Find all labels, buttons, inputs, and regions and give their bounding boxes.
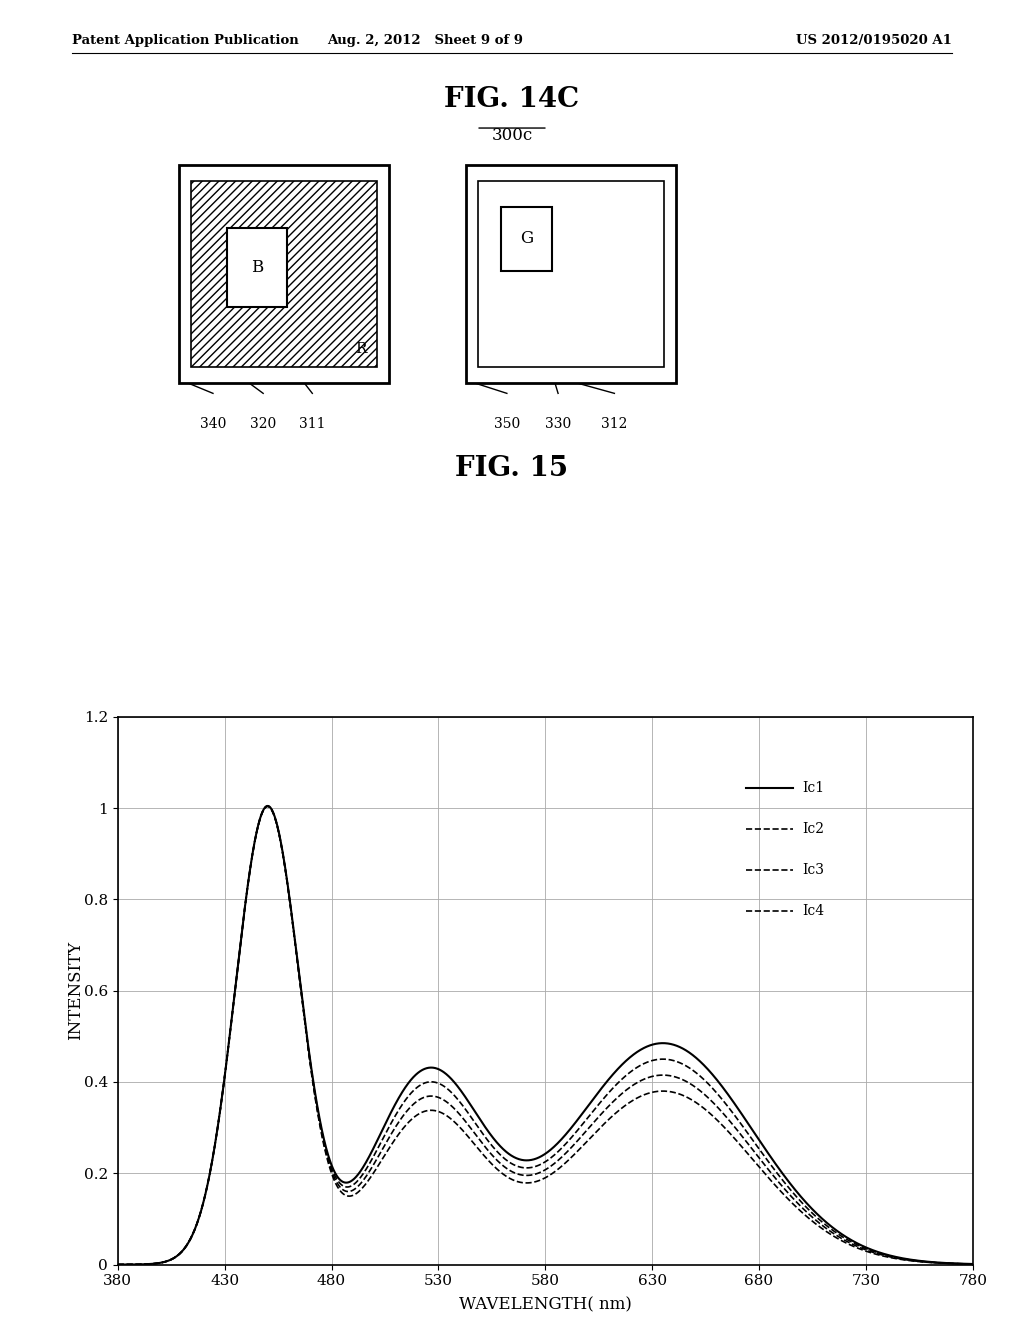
Y-axis label: INTENSITY: INTENSITY [67, 941, 84, 1040]
Ic4 [261, 799, 273, 814]
Text: Patent Application Publication: Patent Application Publication [72, 34, 298, 48]
Ic3 [942, 1255, 954, 1271]
Ic4 [942, 1255, 954, 1271]
Ic2 [942, 1255, 954, 1271]
Ic3 [505, 1163, 517, 1179]
Text: B: B [251, 259, 263, 276]
Ic3 [785, 1189, 798, 1205]
Ic2 [505, 1155, 517, 1171]
Ic2 [967, 1257, 979, 1272]
Ic2 [261, 799, 273, 814]
Ic4 [785, 1195, 798, 1210]
Ic4 [967, 1257, 979, 1272]
Text: Aug. 2, 2012   Sheet 9 of 9: Aug. 2, 2012 Sheet 9 of 9 [327, 34, 523, 48]
Ic4 [505, 1171, 517, 1187]
Ic3 [112, 1257, 124, 1272]
Ic1 [261, 799, 273, 814]
Text: Ic3: Ic3 [802, 863, 823, 878]
Ic2 [156, 1255, 168, 1271]
Ic2 [785, 1183, 798, 1199]
Line: Ic1: Ic1 [118, 807, 973, 1265]
Ic4 [527, 1175, 540, 1191]
Text: G: G [520, 231, 532, 247]
Text: FIG. 15: FIG. 15 [456, 455, 568, 482]
Line: Ic3: Ic3 [118, 807, 973, 1265]
Ic2 [942, 1255, 954, 1271]
Ic4 [112, 1257, 124, 1272]
Ic1 [156, 1255, 168, 1271]
Text: Ic2: Ic2 [802, 822, 823, 836]
Text: 312: 312 [601, 417, 628, 432]
Ic3 [942, 1255, 954, 1271]
Ic1 [785, 1177, 798, 1193]
Ic4 [942, 1255, 954, 1271]
Ic3 [967, 1257, 979, 1272]
Line: Ic2: Ic2 [118, 807, 973, 1265]
Line: Ic4: Ic4 [118, 807, 973, 1265]
Ic4 [156, 1255, 168, 1271]
Ic2 [112, 1257, 124, 1272]
Text: 300c: 300c [492, 127, 532, 144]
Text: 311: 311 [299, 417, 326, 432]
X-axis label: WAVELENGTH( nm): WAVELENGTH( nm) [459, 1296, 632, 1313]
Text: 340: 340 [200, 417, 226, 432]
Ic3 [527, 1167, 540, 1183]
Ic1 [967, 1257, 979, 1272]
Text: FIG. 14C: FIG. 14C [444, 86, 580, 112]
Text: 330: 330 [545, 417, 571, 432]
Ic3 [156, 1255, 168, 1271]
Text: US 2012/0195020 A1: US 2012/0195020 A1 [797, 34, 952, 48]
Ic1 [942, 1255, 954, 1271]
Ic3 [261, 799, 273, 814]
Ic1 [527, 1151, 540, 1167]
Ic1 [112, 1257, 124, 1272]
Text: Ic1: Ic1 [802, 781, 824, 795]
Text: R: R [355, 342, 367, 356]
Text: 350: 350 [494, 417, 520, 432]
Ic1 [942, 1255, 954, 1271]
Ic2 [527, 1159, 540, 1175]
Text: Ic4: Ic4 [802, 904, 824, 919]
Text: 320: 320 [250, 417, 276, 432]
Ic1 [505, 1147, 517, 1163]
